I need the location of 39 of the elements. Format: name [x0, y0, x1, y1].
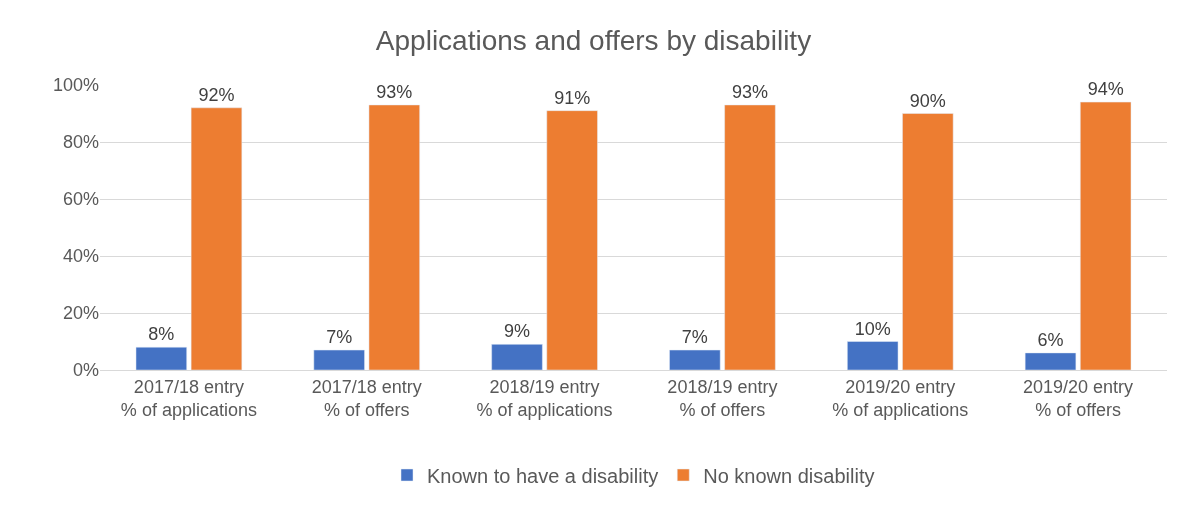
x-tick-label: 2019/20 entry % of applications — [832, 376, 969, 420]
data-label: 6% — [1037, 329, 1064, 350]
x-tick-label: 2017/18 entry % of applications — [120, 376, 257, 420]
data-label: 94% — [1087, 79, 1124, 100]
data-label: 92% — [198, 84, 235, 105]
bar — [313, 349, 365, 370]
y-tick-label: 60% — [62, 189, 99, 210]
bar — [491, 344, 543, 370]
y-tick-label: 100% — [52, 75, 99, 96]
x-tick-label: 2019/20 entry % of offers — [1023, 376, 1134, 420]
bar — [135, 346, 187, 370]
data-label: 8% — [148, 324, 175, 345]
y-tick-label: 0% — [72, 360, 99, 381]
y-tick-label: 20% — [62, 303, 99, 324]
x-tick-label: 2018/19 entry % of applications — [476, 376, 613, 420]
bar — [190, 107, 243, 370]
data-label: 9% — [504, 321, 531, 342]
data-label: 10% — [854, 318, 891, 339]
data-label: 93% — [731, 81, 768, 102]
data-label: 93% — [376, 81, 413, 102]
data-label: 91% — [554, 87, 591, 108]
legend-label: No known disability — [703, 464, 875, 487]
bar — [1024, 352, 1077, 370]
bar — [368, 104, 420, 370]
chart-title: Applications and offers by disability — [375, 25, 812, 57]
y-tick-label: 40% — [62, 246, 99, 267]
legend-label: Known to have a disability — [427, 464, 659, 487]
x-tick-label: 2018/19 entry % of offers — [667, 376, 778, 420]
data-label: 7% — [681, 327, 708, 348]
data-label: 90% — [909, 90, 946, 111]
bar — [902, 113, 954, 370]
x-tick-label: 2017/18 entry % of offers — [311, 376, 422, 420]
bar — [724, 104, 776, 370]
y-tick-label: 80% — [62, 132, 99, 153]
bar — [1080, 101, 1132, 370]
data-label: 7% — [326, 327, 353, 348]
bar — [847, 341, 899, 370]
bar — [546, 110, 598, 370]
bar — [669, 349, 721, 370]
